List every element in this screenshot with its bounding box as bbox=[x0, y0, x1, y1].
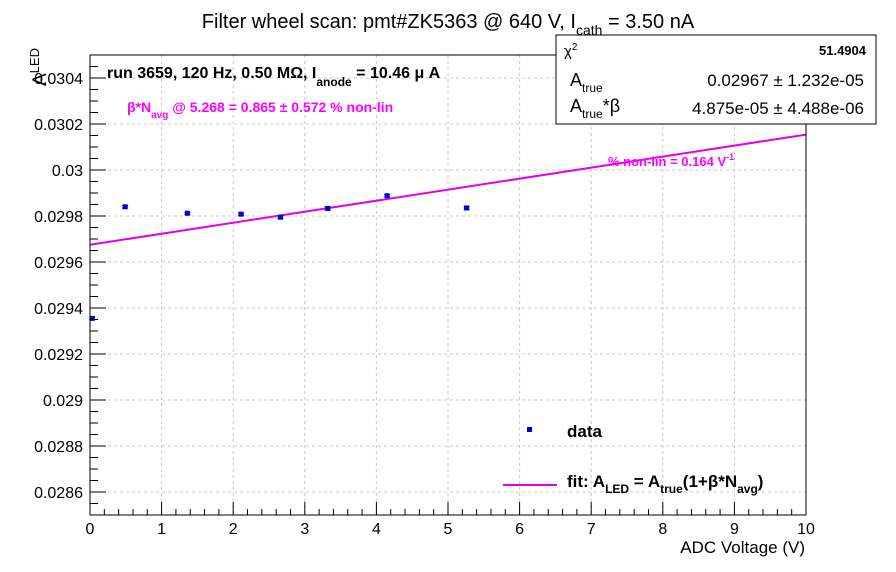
y-tick-label: 0.0286 bbox=[34, 485, 83, 502]
y-tick-label: 0.0296 bbox=[34, 255, 83, 272]
data-point bbox=[277, 214, 284, 220]
x-tick-label: 3 bbox=[300, 521, 309, 538]
stats-atb-value: 4.875e-05 ± 4.488e-06 bbox=[692, 99, 864, 118]
run-label: run 3659, 120 Hz, 0.50 MΩ, Ianode = 10.4… bbox=[107, 65, 441, 89]
data-point bbox=[238, 211, 245, 217]
points-layer bbox=[89, 193, 470, 321]
data-marker bbox=[325, 205, 331, 211]
fit-line bbox=[89, 133, 807, 246]
y-tick-label: 0.0304 bbox=[34, 71, 83, 88]
x-axis-label: ADC Voltage (V) bbox=[680, 538, 805, 557]
legend: data fit: ALED = Atrue(1+β*Navg) bbox=[503, 422, 763, 496]
stats-atrue-label: Atrue bbox=[570, 70, 603, 95]
data-marker bbox=[238, 211, 244, 217]
data-point bbox=[184, 210, 191, 216]
nonlin-label: % non-lin = 0.164 V-1 bbox=[608, 152, 734, 169]
chart-title: Filter wheel scan: pmt#ZK5363 @ 640 V, I… bbox=[202, 11, 695, 38]
x-tick-label: 2 bbox=[229, 521, 238, 538]
y-tick-label: 0.03 bbox=[52, 163, 83, 180]
data-marker bbox=[464, 205, 470, 211]
stats-box-frame bbox=[555, 34, 877, 125]
data-marker bbox=[89, 315, 95, 321]
x-tick-label: 1 bbox=[157, 521, 166, 538]
stats-chi2-value: 51.4904 bbox=[819, 43, 867, 58]
x-tick-label: 6 bbox=[515, 521, 524, 538]
fit-layer bbox=[89, 133, 807, 246]
x-tick-label: 9 bbox=[730, 521, 739, 538]
y-tick-label: 0.0298 bbox=[34, 209, 83, 226]
data-point bbox=[122, 204, 129, 210]
stats-box: χ2 51.4904 Atrue 0.02967 ± 1.232e-05 Atr… bbox=[555, 34, 877, 125]
legend-fit-label: fit: ALED = Atrue(1+β*Navg) bbox=[567, 472, 763, 496]
y-tick-label: 0.029 bbox=[43, 393, 83, 410]
y-tick-label: 0.0302 bbox=[34, 117, 83, 134]
legend-data-label: data bbox=[567, 422, 603, 441]
stats-atrue-value: 0.02967 ± 1.232e-05 bbox=[707, 71, 864, 90]
data-marker bbox=[277, 214, 283, 220]
y-tick-label: 0.0292 bbox=[34, 347, 83, 364]
x-tick-label: 4 bbox=[372, 521, 381, 538]
data-marker bbox=[122, 204, 128, 210]
data-marker bbox=[384, 193, 390, 199]
y-axis-label: ALED bbox=[27, 48, 51, 86]
data-point bbox=[384, 193, 391, 199]
data-marker bbox=[184, 210, 190, 216]
stats-atb-label: Atrue*β bbox=[570, 96, 620, 121]
x-tick-label: 7 bbox=[587, 521, 596, 538]
axes: 0 1 2 3 4 5 6 7 8 9 10 0.0286 0.0288 0.029 0.0292 0.029… bbox=[34, 54, 815, 538]
x-tick-label: 10 bbox=[797, 521, 815, 538]
x-tick-label: 8 bbox=[658, 521, 667, 538]
x-tick-label: 5 bbox=[444, 521, 453, 538]
data-point bbox=[324, 205, 331, 211]
y-tick-label: 0.0288 bbox=[34, 439, 83, 456]
x-tick-label: 0 bbox=[86, 521, 95, 538]
legend-data-marker bbox=[527, 427, 532, 432]
stats-chi2-label: χ2 bbox=[564, 42, 578, 60]
data-point bbox=[463, 205, 470, 211]
y-tick-label: 0.0294 bbox=[34, 301, 83, 318]
beta-label: β*Navg @ 5.268 = 0.865 ± 0.572 % non-lin bbox=[127, 99, 393, 121]
